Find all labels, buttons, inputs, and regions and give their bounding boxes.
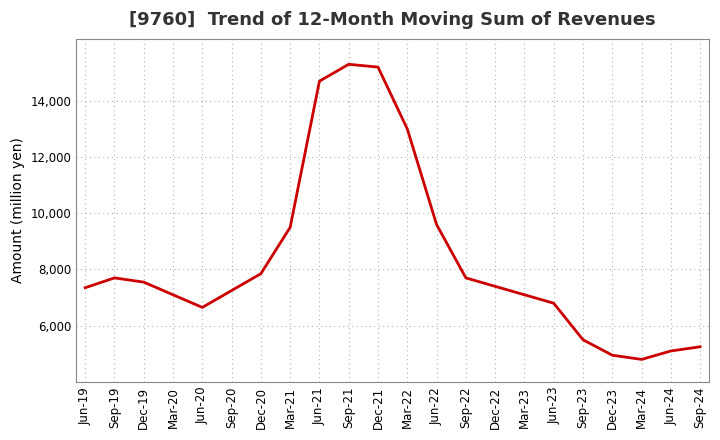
Y-axis label: Amount (million yen): Amount (million yen) [11, 138, 25, 283]
Title: [9760]  Trend of 12-Month Moving Sum of Revenues: [9760] Trend of 12-Month Moving Sum of R… [130, 11, 656, 29]
